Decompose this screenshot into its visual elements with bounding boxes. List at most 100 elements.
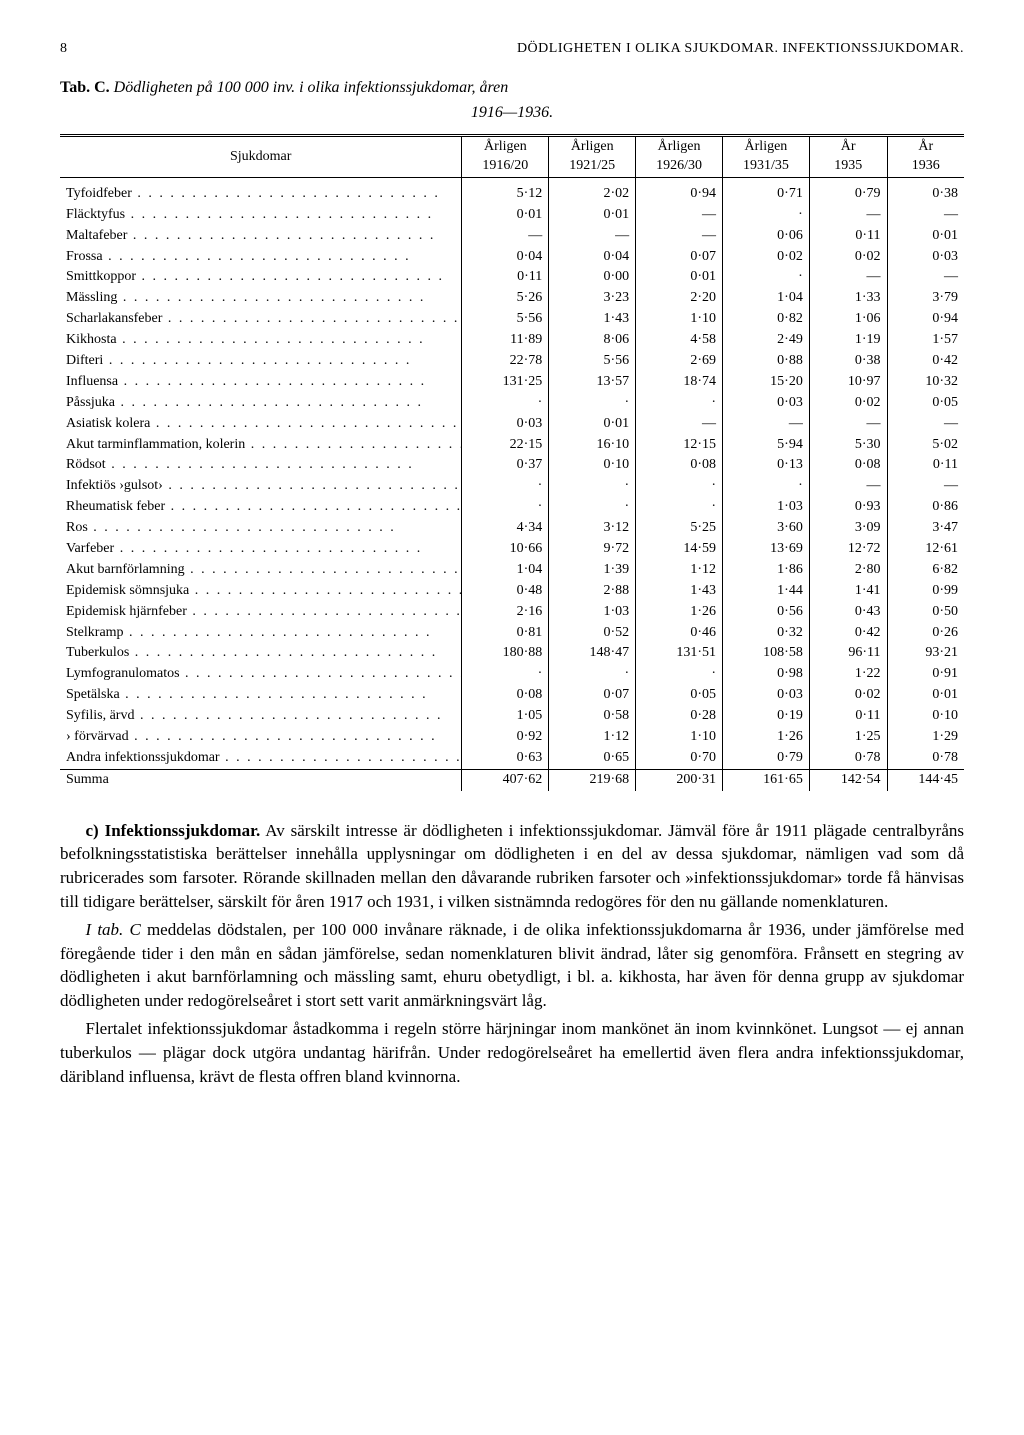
table-cell: 4·34: [462, 518, 549, 539]
table-cell: 3·09: [809, 518, 887, 539]
disease-label: Smittkoppor: [60, 267, 462, 288]
table-col-header: Årligen1931/35: [722, 136, 809, 178]
table-cell: 5·12: [462, 184, 549, 205]
table-cell: 180·88: [462, 643, 549, 664]
table-cell: ·: [549, 393, 636, 414]
table-cell: 10·32: [887, 372, 964, 393]
table-cell: 8·06: [549, 330, 636, 351]
table-cell: —: [809, 267, 887, 288]
table-row: Scharlakansfeber5·561·431·100·821·060·94: [60, 309, 964, 330]
table-cell: 16·10: [549, 435, 636, 456]
table-cell: ·: [722, 267, 809, 288]
table-cell: 0·63: [462, 748, 549, 769]
table-row: Akut tarminflammation, kolerin22·1516·10…: [60, 435, 964, 456]
table-col-header: Årligen1926/30: [636, 136, 723, 178]
table-cell: 0·07: [636, 247, 723, 268]
table-cell: 0·38: [887, 184, 964, 205]
table-cell: 0·03: [722, 393, 809, 414]
p1-lead: c) Infektionssjukdomar.: [86, 821, 261, 840]
table-cell: 0·05: [887, 393, 964, 414]
table-cell: 0·42: [887, 351, 964, 372]
sum-cell: 142·54: [809, 769, 887, 790]
table-cell: 0·08: [462, 685, 549, 706]
table-cell: 1·26: [722, 727, 809, 748]
table-row: Varfeber10·669·7214·5913·6912·7212·61: [60, 539, 964, 560]
table-cell: 0·56: [722, 602, 809, 623]
table-cell: 0·01: [549, 205, 636, 226]
table-cell: 0·86: [887, 497, 964, 518]
table-row: Spetälska0·080·070·050·030·020·01: [60, 685, 964, 706]
table-row: Tyfoidfeber5·122·020·940·710·790·38: [60, 184, 964, 205]
paragraph-2: I tab. C meddelas dödstalen, per 100 000…: [60, 918, 964, 1013]
table-row: Andra infektionssjukdomar0·630·650·700·7…: [60, 748, 964, 769]
table-col-header: Årligen1921/25: [549, 136, 636, 178]
table-cell: 12·72: [809, 539, 887, 560]
table-cell: 0·04: [549, 247, 636, 268]
table-cell: ·: [462, 393, 549, 414]
table-cell: 0·11: [462, 267, 549, 288]
table-cell: 1·26: [636, 602, 723, 623]
table-row: Epidemisk hjärnfeber2·161·031·260·560·43…: [60, 602, 964, 623]
table-cell: 0·82: [722, 309, 809, 330]
table-cell: 2·80: [809, 560, 887, 581]
disease-label: Scharlakansfeber: [60, 309, 462, 330]
table-cell: ·: [549, 497, 636, 518]
table-row: Påssjuka···0·030·020·05: [60, 393, 964, 414]
table-cell: 93·21: [887, 643, 964, 664]
table-cell: 0·00: [549, 267, 636, 288]
page-header: 8 DÖDLIGHETEN I OLIKA SJUKDOMAR. INFEKTI…: [60, 40, 964, 59]
table-cell: 0·06: [722, 226, 809, 247]
table-cell: —: [722, 414, 809, 435]
table-cell: 2·16: [462, 602, 549, 623]
table-cell: 131·51: [636, 643, 723, 664]
table-cell: 0·65: [549, 748, 636, 769]
disease-label: Influensa: [60, 372, 462, 393]
table-cell: 22·78: [462, 351, 549, 372]
disease-label: Akut tarminflammation, kolerin: [60, 435, 462, 456]
disease-label: Epidemisk sömnsjuka: [60, 581, 462, 602]
table-row: Lymfogranulomatos···0·981·220·91: [60, 664, 964, 685]
table-row: Frossa0·040·040·070·020·020·03: [60, 247, 964, 268]
table-cell: ·: [549, 476, 636, 497]
disease-label: Infektiös ›gulsot›: [60, 476, 462, 497]
table-cell: 1·86: [722, 560, 809, 581]
table-years: 1916—1936.: [60, 102, 964, 124]
table-col-header: Sjukdomar: [60, 136, 462, 178]
table-cell: 3·47: [887, 518, 964, 539]
table-cell: 148·47: [549, 643, 636, 664]
disease-label: Spetälska: [60, 685, 462, 706]
disease-label: › förvärvad: [60, 727, 462, 748]
table-cell: 0·03: [887, 247, 964, 268]
table-cell: 0·81: [462, 623, 549, 644]
table-caption: Tab. C. Dödligheten på 100 000 inv. i ol…: [60, 77, 964, 99]
table-row: Rheumatisk feber···1·030·930·86: [60, 497, 964, 518]
table-cell: 0·98: [722, 664, 809, 685]
table-cell: 15·20: [722, 372, 809, 393]
table-cell: 1·44: [722, 581, 809, 602]
table-cell: 0·11: [887, 455, 964, 476]
disease-label: Mässling: [60, 288, 462, 309]
table-cell: ·: [722, 476, 809, 497]
table-row: Mässling5·263·232·201·041·333·79: [60, 288, 964, 309]
table-cell: ·: [636, 664, 723, 685]
table-tab-label: Tab. C.: [60, 79, 110, 96]
sum-cell: 200·31: [636, 769, 723, 790]
table-cell: —: [636, 205, 723, 226]
table-cell: 1·39: [549, 560, 636, 581]
table-cell: 5·56: [549, 351, 636, 372]
table-cell: 0·10: [549, 455, 636, 476]
table-cell: —: [887, 267, 964, 288]
table-row: Rödsot0·370·100·080·130·080·11: [60, 455, 964, 476]
table-cell: ·: [462, 497, 549, 518]
table-cell: —: [636, 414, 723, 435]
sum-cell: 144·45: [887, 769, 964, 790]
table-cell: 0·10: [887, 706, 964, 727]
table-row: Tuberkulos180·88148·47131·51108·5896·119…: [60, 643, 964, 664]
table-cell: 0·02: [809, 685, 887, 706]
table-cell: 1·03: [722, 497, 809, 518]
table-cell: 0·92: [462, 727, 549, 748]
table-cell: 0·01: [887, 226, 964, 247]
table-cell: 0·79: [809, 184, 887, 205]
disease-label: Varfeber: [60, 539, 462, 560]
body-text: c) Infektionssjukdomar. Av särskilt intr…: [60, 819, 964, 1089]
